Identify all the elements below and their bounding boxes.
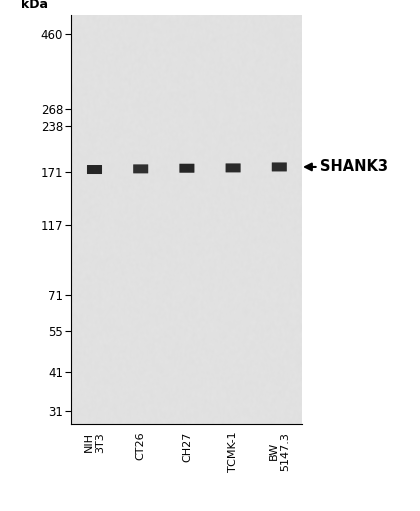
FancyBboxPatch shape [133, 165, 148, 173]
FancyBboxPatch shape [179, 164, 194, 173]
FancyBboxPatch shape [87, 165, 102, 174]
Text: kDa: kDa [21, 0, 47, 11]
FancyBboxPatch shape [272, 162, 287, 172]
FancyBboxPatch shape [226, 164, 241, 172]
Text: SHANK3: SHANK3 [320, 159, 388, 174]
